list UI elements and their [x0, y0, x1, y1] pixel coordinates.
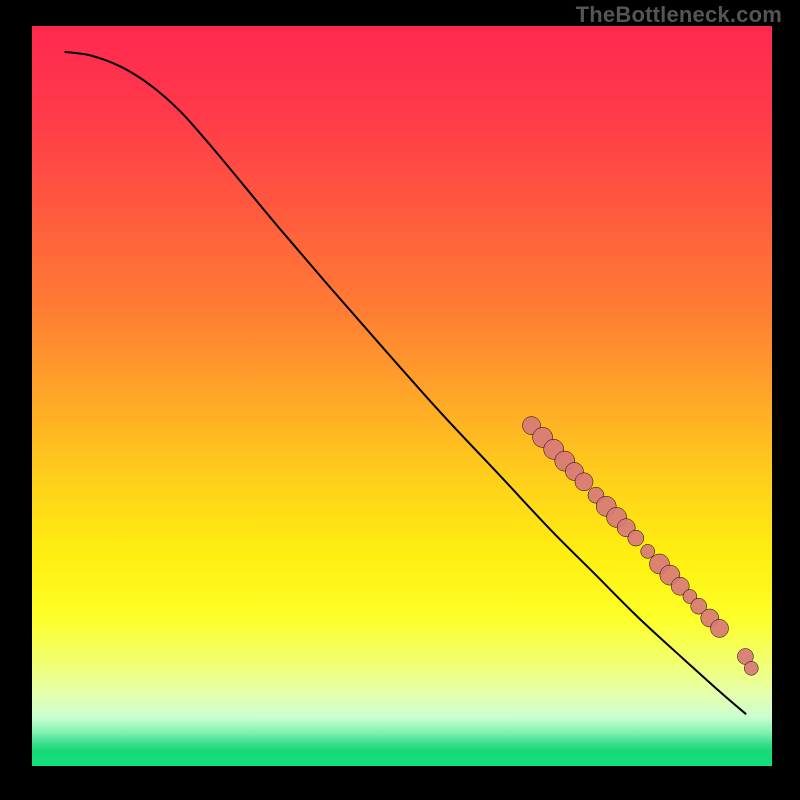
plot-background [32, 26, 772, 766]
watermark-text: TheBottleneck.com [576, 2, 782, 28]
chart-frame: TheBottleneck.com [0, 0, 800, 800]
data-marker [711, 619, 729, 637]
data-marker [628, 530, 644, 546]
data-marker [744, 661, 758, 675]
chart-svg [0, 0, 800, 800]
data-marker [575, 473, 593, 491]
data-marker [641, 544, 655, 558]
